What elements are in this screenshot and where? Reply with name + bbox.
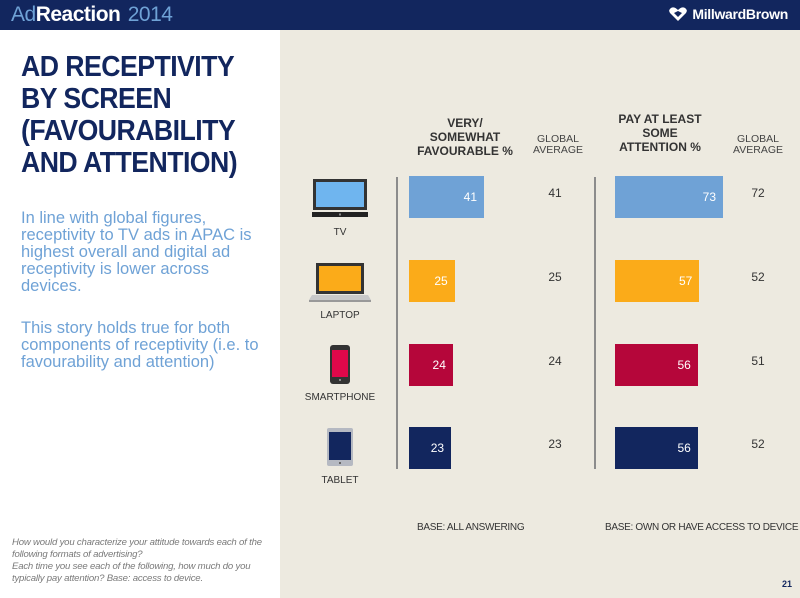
favourable-base-note: BASE: ALL ANSWERING bbox=[417, 522, 525, 533]
title-line: BY SCREEN bbox=[21, 83, 172, 115]
brand-year: 2014 bbox=[127, 3, 173, 26]
bar-value-label: 57 bbox=[678, 274, 693, 288]
page-title: AD RECEPTIVITY BY SCREEN (FAVOURABILITY … bbox=[21, 51, 256, 179]
bar-value-label: 25 bbox=[434, 274, 448, 288]
chart-panel bbox=[280, 30, 800, 598]
bar-value-label: 56 bbox=[677, 441, 691, 455]
page-number: 21 bbox=[781, 579, 792, 589]
summary-paragraph-2: This story holds true for both component… bbox=[21, 319, 259, 371]
global-average-value: 52 bbox=[751, 437, 765, 451]
tablet-icon bbox=[327, 428, 353, 466]
brand-reaction: Reaction bbox=[35, 3, 121, 26]
attention-axis-line bbox=[594, 177, 596, 469]
bar-smartphone-attention bbox=[615, 344, 698, 386]
device-label-smartphone: SMARTPHONE bbox=[304, 392, 376, 403]
bar-tablet-attention bbox=[615, 427, 698, 469]
favourable-global-average-header: GLOBAL AVERAGE bbox=[528, 134, 588, 156]
bar-tv-favourable bbox=[409, 176, 484, 218]
header-line: FAVOURABLE % bbox=[417, 144, 513, 158]
footnote-line-1: How would you characterize your attitude… bbox=[12, 537, 262, 560]
header-line: SOME bbox=[642, 126, 678, 140]
question-footnote: How would you characterize your attitude… bbox=[12, 537, 274, 585]
device-label-tablet: TABLET bbox=[321, 475, 359, 486]
header-line: SOMEWHAT bbox=[429, 130, 501, 144]
global-average-value: 25 bbox=[548, 270, 562, 284]
bar-value-label: 24 bbox=[432, 358, 446, 372]
bar-value-label: 41 bbox=[463, 190, 477, 204]
title-line: AD RECEPTIVITY bbox=[21, 51, 235, 83]
header-line: GLOBAL bbox=[736, 133, 780, 145]
brand-title: AdReaction 2014 bbox=[11, 3, 173, 27]
bar-value-label: 73 bbox=[702, 190, 716, 204]
header-line: VERY/ bbox=[447, 116, 483, 130]
summary-paragraph-1: In line with global figures, receptivity… bbox=[21, 209, 252, 295]
header-line: PAY AT LEAST bbox=[618, 112, 702, 126]
header-line: ATTENTION % bbox=[619, 140, 701, 154]
global-average-value: 41 bbox=[548, 186, 562, 200]
bar-laptop-favourable bbox=[409, 260, 455, 302]
logo-text: MillwardBrown bbox=[692, 6, 788, 22]
left-panel bbox=[0, 30, 280, 598]
favourable-header: VERY/ SOMEWHAT FAVOURABLE % bbox=[405, 116, 525, 158]
attention-base-note: BASE: OWN OR HAVE ACCESS TO DEVICE bbox=[605, 522, 799, 533]
tv-icon bbox=[312, 179, 368, 217]
footnote-line-2: Each time you see each of the following,… bbox=[12, 561, 251, 584]
bar-laptop-attention bbox=[615, 260, 700, 302]
smartphone-icon bbox=[330, 345, 350, 384]
laptop-icon bbox=[309, 263, 371, 302]
device-label-tv: TV bbox=[333, 227, 347, 238]
heart-diamond-icon bbox=[669, 7, 688, 21]
favourable-axis-line bbox=[396, 177, 398, 469]
attention-header: PAY AT LEAST SOME ATTENTION % bbox=[610, 112, 710, 154]
millward-brown-logo: MillwardBrown bbox=[668, 6, 788, 22]
device-label-laptop: LAPTOP bbox=[320, 310, 360, 321]
attention-global-average-header: GLOBAL AVERAGE bbox=[728, 134, 788, 156]
global-average-value: 51 bbox=[751, 354, 765, 368]
header-line: AVERAGE bbox=[533, 144, 583, 156]
header-line: GLOBAL bbox=[536, 133, 580, 145]
bar-smartphone-favourable bbox=[409, 344, 453, 386]
global-average-value: 52 bbox=[751, 270, 765, 284]
header-bar: AdReaction 2014 MillwardBrown bbox=[0, 0, 800, 30]
bar-value-label: 23 bbox=[430, 441, 445, 455]
bar-tablet-favourable bbox=[409, 427, 452, 469]
brand-ad: Ad bbox=[11, 3, 36, 26]
bar-value-label: 56 bbox=[677, 358, 691, 372]
global-average-value: 72 bbox=[751, 186, 765, 200]
global-average-value: 24 bbox=[548, 354, 562, 368]
bar-tv-attention bbox=[615, 176, 723, 218]
header-line: AVERAGE bbox=[733, 144, 783, 156]
title-line: (FAVOURABILITY bbox=[21, 115, 236, 147]
title-line: AND ATTENTION) bbox=[21, 147, 238, 179]
global-average-value: 23 bbox=[548, 437, 562, 451]
